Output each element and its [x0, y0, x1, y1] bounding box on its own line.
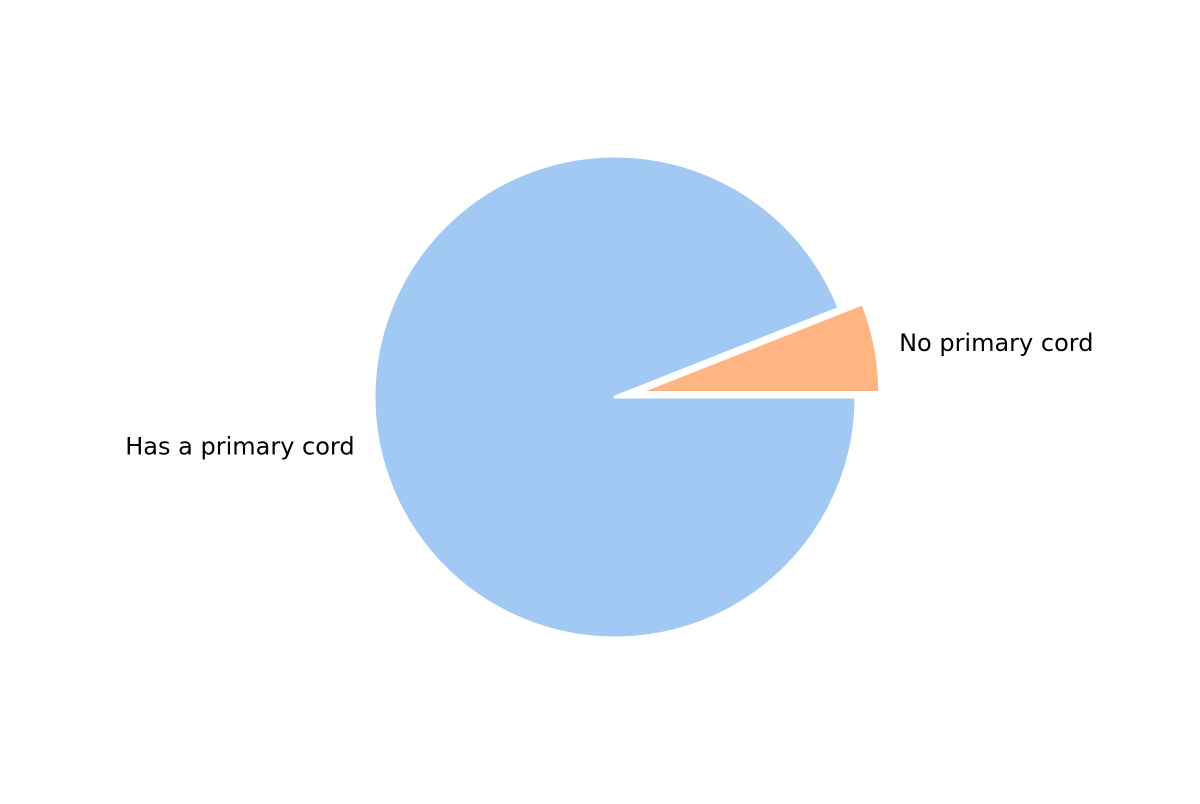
- pie-slice-1: [637, 302, 882, 394]
- pie-slice-label-1: No primary cord: [899, 329, 1093, 357]
- slices-layer: [372, 154, 882, 640]
- labels-layer: Has a primary cord No primary cord: [125, 329, 1093, 461]
- pie-slice-label-0: Has a primary cord: [125, 433, 354, 461]
- pie-slice-0: [372, 154, 858, 640]
